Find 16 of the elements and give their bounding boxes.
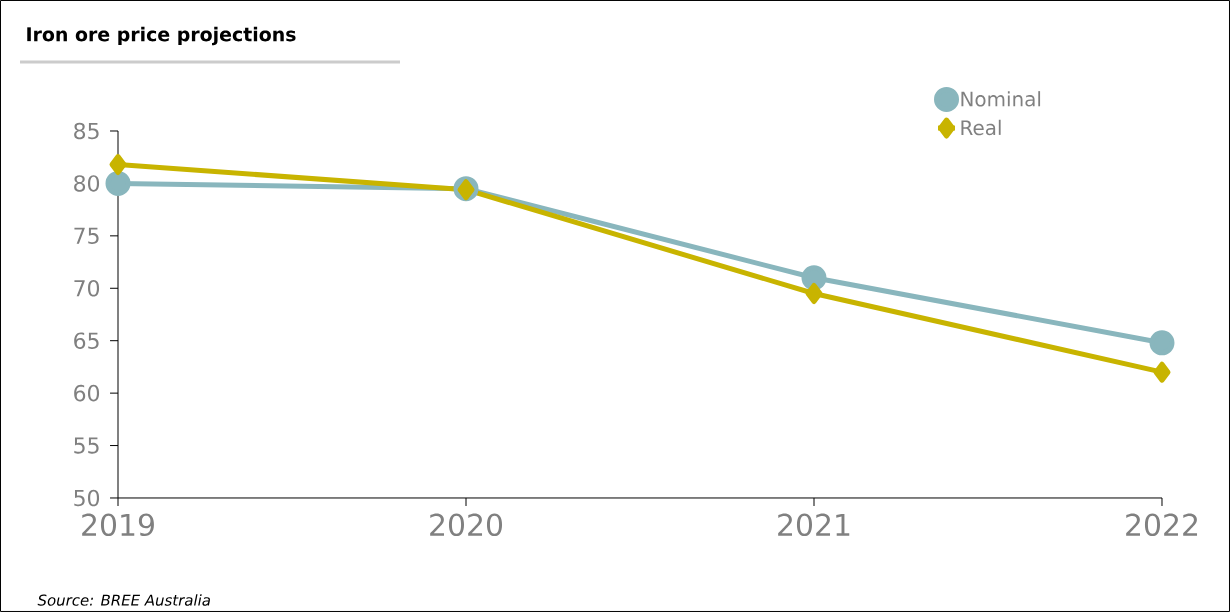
x-tick-label: 2020 [430, 513, 503, 537]
y-tick-label: 85 [74, 122, 99, 140]
x-tick-label: 2022 [1126, 513, 1198, 537]
y-tick-label: 80 [74, 175, 100, 192]
source-note: Source: BREE Australia [37, 594, 210, 606]
y-tick-label: 75 [74, 227, 99, 244]
legend-label: Real [961, 119, 1001, 136]
chart-title: Iron ore price projections [27, 26, 296, 46]
legend-label: Nominal [961, 91, 1041, 107]
y-tick-label: 50 [74, 489, 100, 507]
y-tick-label: 70 [74, 279, 100, 297]
y-tick-label: 60 [74, 384, 100, 402]
x-tick-label: 2019 [82, 513, 154, 537]
x-tick-label: 2021 [778, 513, 850, 537]
y-tick-label: 65 [74, 332, 99, 349]
y-tick-label: 55 [74, 437, 99, 454]
